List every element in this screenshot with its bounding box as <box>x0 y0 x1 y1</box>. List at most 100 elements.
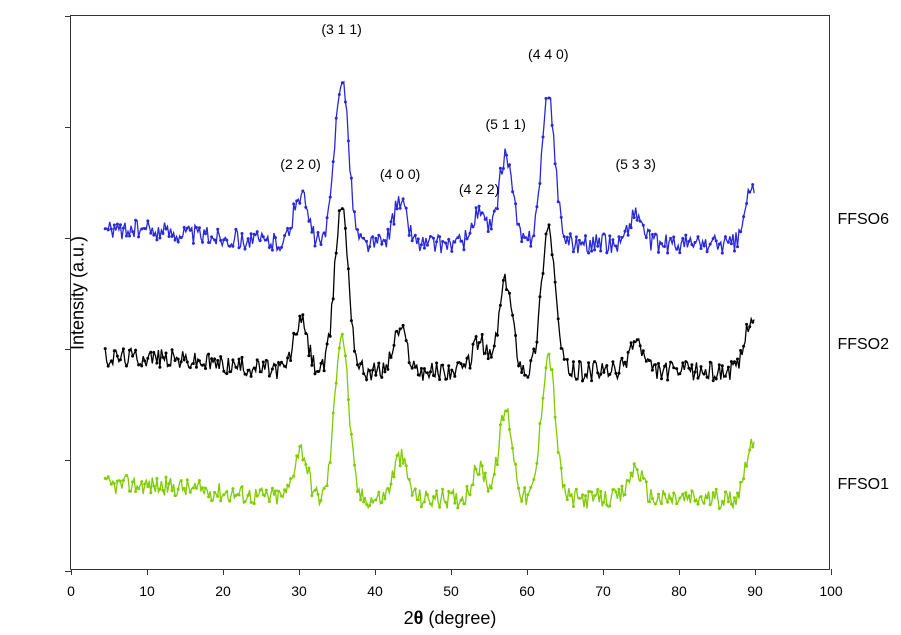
series-marker <box>347 267 350 270</box>
series-marker <box>168 364 171 367</box>
series-marker <box>587 490 590 493</box>
series-marker <box>605 364 608 367</box>
series-marker <box>423 367 426 370</box>
series-marker <box>350 177 353 180</box>
series-marker <box>472 343 475 346</box>
series-marker <box>359 498 362 501</box>
series-marker <box>441 488 444 491</box>
series-marker <box>329 461 332 464</box>
series-marker <box>219 499 222 502</box>
series-marker <box>168 482 171 485</box>
series-marker <box>286 227 289 230</box>
series-marker <box>560 216 563 219</box>
series-marker <box>414 487 417 490</box>
series-marker <box>700 495 703 498</box>
series-marker <box>390 483 393 486</box>
x-label-suffix: (degree) <box>423 608 496 628</box>
series-marker <box>307 467 310 470</box>
series-marker <box>633 340 636 343</box>
series-marker <box>146 219 149 222</box>
series-marker <box>715 488 718 491</box>
series-marker <box>593 360 596 363</box>
series-marker <box>405 464 408 467</box>
series-marker <box>119 358 122 361</box>
series-marker <box>462 502 465 505</box>
series-marker <box>386 487 389 490</box>
series-marker <box>493 473 496 476</box>
series-marker <box>250 232 253 235</box>
series-marker <box>292 202 295 205</box>
series-marker <box>466 357 469 360</box>
x-tick-mark <box>71 569 72 575</box>
series-marker <box>438 235 441 238</box>
series-marker <box>642 224 645 227</box>
series-marker <box>499 423 502 426</box>
series-marker <box>681 361 684 364</box>
series-marker <box>423 247 426 250</box>
series-marker <box>347 398 350 401</box>
series-marker <box>566 236 569 239</box>
series-marker <box>301 313 304 316</box>
series-marker <box>171 348 174 351</box>
series-marker <box>618 372 621 375</box>
series-marker <box>216 359 219 362</box>
series-marker <box>557 200 560 203</box>
series-marker <box>168 235 171 238</box>
series-marker <box>396 454 399 457</box>
series-marker <box>684 360 687 363</box>
series-marker <box>511 314 514 317</box>
series-marker <box>222 493 225 496</box>
series-marker <box>256 358 259 361</box>
x-tick-label: 30 <box>291 583 307 599</box>
series-marker <box>110 483 113 486</box>
series-marker <box>718 363 721 366</box>
series-marker <box>289 477 292 480</box>
series-marker <box>505 154 508 157</box>
series-marker <box>390 220 393 223</box>
series-marker <box>669 361 672 364</box>
x-tick-label: 20 <box>215 583 231 599</box>
series-marker <box>131 481 134 484</box>
series-marker <box>383 497 386 500</box>
series-marker <box>365 240 368 243</box>
series-marker <box>517 223 520 226</box>
series-marker <box>545 233 548 236</box>
series-marker <box>393 475 396 478</box>
peak-label: (4 0 0) <box>380 166 420 182</box>
series-marker <box>447 364 450 367</box>
series-marker <box>596 245 599 248</box>
series-marker <box>314 245 317 248</box>
series-marker <box>459 362 462 365</box>
series-marker <box>131 355 134 358</box>
series-marker <box>466 237 469 240</box>
series-marker <box>529 486 532 489</box>
series-marker <box>314 489 317 492</box>
series-marker <box>697 503 700 506</box>
series-marker <box>447 238 450 241</box>
series-marker <box>241 232 244 235</box>
series-marker <box>317 231 320 234</box>
series-marker <box>295 199 298 202</box>
series-marker <box>706 496 709 499</box>
series-marker <box>244 500 247 503</box>
series-marker <box>469 493 472 496</box>
series-marker <box>362 237 365 240</box>
x-tick-mark <box>299 569 300 575</box>
series-marker <box>706 376 709 379</box>
series-marker <box>502 279 505 282</box>
series-marker <box>611 360 614 363</box>
series-marker <box>751 183 754 186</box>
series-marker <box>298 315 301 318</box>
series-marker <box>621 485 624 488</box>
series-marker <box>380 501 383 504</box>
series-marker <box>329 335 332 338</box>
series-marker <box>365 503 368 506</box>
x-axis-label: 2θ (degree) <box>404 608 497 629</box>
series-marker <box>499 167 502 170</box>
series-marker <box>356 363 359 366</box>
series-marker <box>304 206 307 209</box>
series-marker <box>265 359 268 362</box>
series-marker <box>636 468 639 471</box>
series-marker <box>335 252 338 255</box>
series-marker <box>244 248 247 251</box>
